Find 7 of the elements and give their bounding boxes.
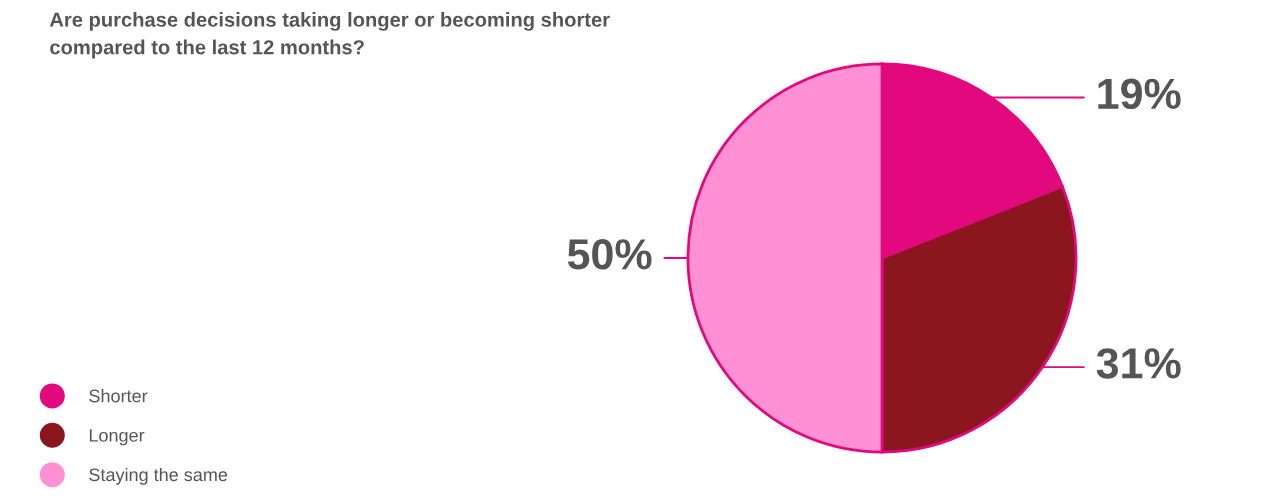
- data-label: 50%: [567, 239, 652, 270]
- legend-label: Longer: [89, 429, 145, 446]
- data-label: 31%: [1096, 348, 1181, 379]
- legend-label: Shorter: [89, 389, 148, 403]
- chart-title: Are purchase decisions taking longer or becoming shorter compared to the last 12 months?: [49, 12, 610, 59]
- legend-label: Staying the same: [89, 467, 228, 485]
- data-label: 19%: [1098, 78, 1181, 110]
